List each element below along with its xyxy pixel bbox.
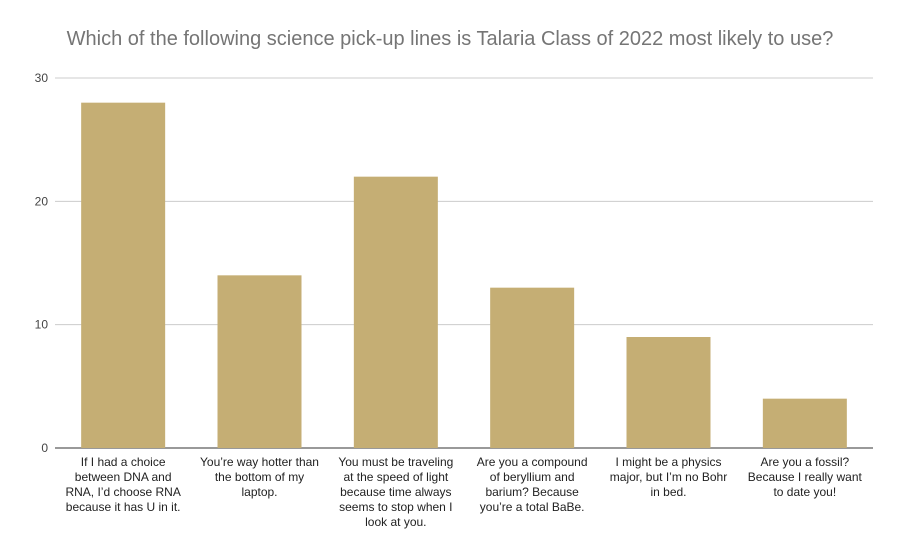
x-tick-label: If I had a choice between DNA and RNA, I… — [65, 455, 181, 514]
bar — [626, 337, 711, 448]
x-tick-label: Are you a compound of beryllium and bari… — [476, 455, 588, 514]
x-tick-label: You’re way hotter than the bottom of my … — [200, 455, 319, 499]
bar — [81, 102, 166, 449]
x-tick-label: I might be a physics major, but I’m no B… — [609, 455, 728, 499]
chart-title: Which of the following science pick-up l… — [66, 28, 834, 50]
bar — [353, 176, 438, 448]
y-tick-label: 30 — [35, 71, 49, 85]
bar — [762, 398, 847, 448]
y-tick-label: 10 — [35, 318, 49, 332]
y-tick-label: 20 — [35, 194, 49, 208]
x-tick-label: You must be traveling at the speed of li… — [338, 455, 454, 529]
bar — [490, 287, 575, 448]
x-tick-label: Are you a fossil? Because I really want … — [747, 455, 862, 499]
bar — [217, 275, 302, 448]
y-tick-label: 0 — [41, 441, 48, 455]
